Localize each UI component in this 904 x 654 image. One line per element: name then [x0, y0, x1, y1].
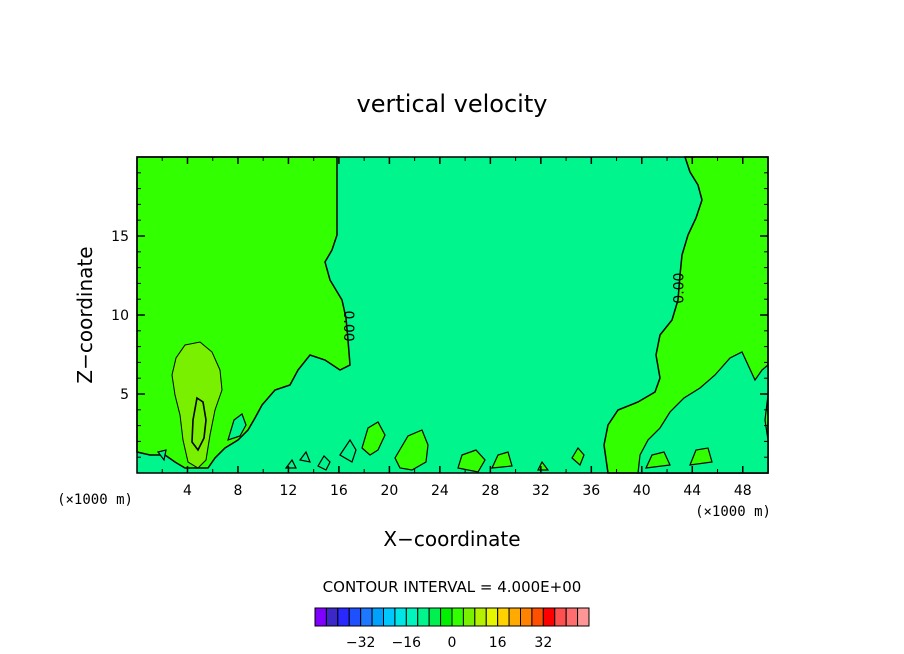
colorbar-swatch [371, 607, 385, 627]
chart-title: vertical velocity [357, 90, 548, 118]
colorbar [314, 607, 590, 627]
colorbar-swatch [360, 607, 373, 627]
colorbar-swatch [531, 607, 544, 627]
colorbar-tick-label: −32 [346, 635, 376, 651]
x-tick-label: 8 [233, 483, 242, 499]
colorbar-tick-label: 32 [534, 635, 552, 651]
y-axis-ticks: 5 10 15 [111, 172, 768, 458]
surface-cells-left [156, 413, 357, 471]
y-axis-unit: (×1000 m) [57, 492, 133, 508]
colorbar-swatch [520, 607, 533, 627]
colorbar-tick-label: 16 [489, 635, 507, 651]
colorbar-swatch [383, 607, 396, 627]
x-tick-label: 48 [734, 483, 752, 499]
colorbar-swatch [428, 607, 442, 627]
contour-interval-text: CONTOUR INTERVAL = 4.000E+00 [323, 578, 582, 596]
colorbar-swatch [554, 607, 567, 627]
colorbar-swatch [577, 607, 590, 627]
colorbar-swatch [497, 607, 510, 627]
colorbar-swatch [314, 607, 327, 627]
colorbar-swatch [451, 607, 464, 627]
x-axis-label: X−coordinate [383, 527, 520, 551]
contour-label: 0.00 [671, 273, 687, 304]
y-axis-label: Z−coordinate [73, 246, 97, 383]
colorbar-swatch [508, 607, 522, 627]
colorbar-tick-label: 0 [448, 635, 457, 651]
x-axis-ticks: 4 8 12 16 20 24 28 32 36 40 44 48 [161, 157, 752, 499]
colorbar-swatch [474, 607, 487, 627]
colorbar-tick-labels: −32 −16 0 16 32 [346, 635, 552, 651]
contour-labels: 0.00 0.00 [340, 273, 687, 342]
colorbar-swatch [485, 607, 499, 627]
colorbar-swatch [417, 607, 430, 627]
colorbar-swatch [394, 607, 407, 627]
colorbar-swatch [348, 607, 362, 627]
colorbar-swatch [325, 607, 339, 627]
strong-positive-region [171, 341, 223, 469]
x-tick-label: 16 [330, 483, 348, 499]
inner-contour-core [191, 396, 207, 452]
x-tick-label: 24 [431, 483, 449, 499]
y-tick-label: 10 [111, 308, 129, 324]
x-tick-label: 12 [280, 483, 298, 499]
colorbar-swatch [565, 607, 579, 627]
colorbar-swatch [440, 607, 453, 627]
x-tick-label: 40 [633, 483, 651, 499]
plot-area: 0.00 0.00 [136, 156, 769, 474]
colorbar-tick-label: −16 [392, 635, 422, 651]
y-tick-label: 5 [120, 387, 129, 403]
x-tick-label: 44 [683, 483, 701, 499]
contour-label: 0.00 [340, 310, 356, 341]
surface-cells-middle [361, 421, 713, 473]
colorbar-swatch [462, 607, 476, 627]
x-tick-label: 20 [380, 483, 398, 499]
y-tick-label: 15 [111, 229, 129, 245]
x-tick-label: 36 [582, 483, 600, 499]
colorbar-swatch [337, 607, 350, 627]
x-tick-label: 32 [532, 483, 550, 499]
x-tick-label: 4 [183, 483, 192, 499]
x-axis-unit: (×1000 m) [695, 504, 771, 520]
x-tick-label: 28 [481, 483, 499, 499]
colorbar-swatch [405, 607, 419, 627]
colorbar-swatch [542, 607, 556, 627]
